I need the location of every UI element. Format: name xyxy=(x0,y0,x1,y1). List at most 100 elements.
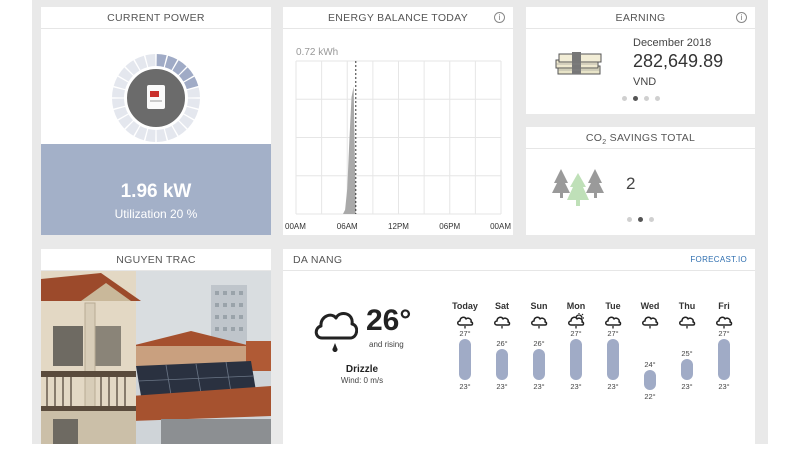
cloud-icon xyxy=(457,316,474,329)
gauge-segment xyxy=(145,129,156,142)
gauge-segment xyxy=(183,76,199,90)
pager-dot[interactable] xyxy=(649,217,654,222)
power-summary: 1.96 kW Utilization 20 % xyxy=(41,144,271,235)
gauge-segment xyxy=(179,67,194,82)
high-temperature: 27° xyxy=(718,329,730,338)
low-temperature: 23° xyxy=(718,381,730,391)
high-temperature: 26° xyxy=(533,339,545,349)
high-temperature: 26° xyxy=(496,339,508,349)
drizzle-icon xyxy=(314,311,358,352)
weather-widget: DA NANG FORECAST.IO 26° and rising Drizz… xyxy=(283,249,755,444)
energy-grid xyxy=(295,60,502,215)
forecast-day: Fri xyxy=(709,301,739,334)
temperature-range-bar xyxy=(607,339,619,380)
forecast-day: Thu xyxy=(672,301,702,334)
forecast-day: Wed xyxy=(635,301,665,334)
pager-dot[interactable] xyxy=(627,217,632,222)
gauge-segment xyxy=(172,121,187,136)
x-tick-label: 06AM xyxy=(337,222,358,231)
current-temperature: 26° xyxy=(366,304,412,337)
low-temperature: 23° xyxy=(533,381,545,391)
plant-name: NGUYEN TRAC xyxy=(41,249,271,271)
forecast-day: Today xyxy=(450,301,480,334)
forecast-day-name: Tue xyxy=(605,301,621,311)
x-tick-label: 00AM xyxy=(285,222,306,231)
money-stack-icon xyxy=(555,52,602,75)
gauge-segment xyxy=(118,67,133,82)
gauge-segment xyxy=(113,106,129,120)
co2-title-suffix: SAVINGS TOTAL xyxy=(606,132,696,144)
gauge-segment xyxy=(125,121,140,136)
pager-dot[interactable] xyxy=(621,96,627,101)
high-temperature: 27° xyxy=(570,329,582,338)
gauge-segment xyxy=(134,55,148,71)
forecast-day: Sun xyxy=(524,301,554,334)
current-power-title: CURRENT POWER xyxy=(41,7,271,29)
low-temperature: 22° xyxy=(644,392,656,401)
gauge-segment xyxy=(183,106,199,120)
gauge-segment xyxy=(156,129,167,142)
pager-dot[interactable] xyxy=(643,96,649,101)
gauge-segment xyxy=(187,98,200,109)
low-temperature: 23° xyxy=(459,381,471,391)
temperature-range-bar xyxy=(570,339,582,380)
high-temperature: 27° xyxy=(459,329,471,338)
gauge-segment xyxy=(125,60,140,75)
high-temperature: 24° xyxy=(644,359,656,369)
gauge-segment xyxy=(113,76,129,90)
earning-currency: VND xyxy=(633,76,657,88)
low-temperature: 23° xyxy=(681,381,693,391)
cloud-icon xyxy=(605,316,622,329)
gauge-segment xyxy=(145,54,156,67)
co2-pager xyxy=(526,209,755,227)
gauge-segment xyxy=(164,55,178,71)
pager-dot-active[interactable] xyxy=(632,96,638,101)
temperature-range-bar xyxy=(718,339,730,380)
energy-chart: 0.72 kWh 00AM 06AM 12PM 06PM 00AM xyxy=(285,47,511,231)
forecast-day-name: Today xyxy=(452,301,478,311)
energy-balance-title-text: ENERGY BALANCE TODAY xyxy=(327,12,469,24)
gauge-segment xyxy=(179,114,194,129)
temperature-range-bar xyxy=(681,359,693,380)
energy-y-label: 0.72 kWh xyxy=(296,47,338,58)
cloud-icon xyxy=(679,316,696,329)
co2-value: 2 xyxy=(626,174,636,193)
co2-title-sub: 2 xyxy=(602,139,607,147)
x-tick-label: 12PM xyxy=(388,222,409,231)
energy-balance-title: ENERGY BALANCE TODAY i xyxy=(283,7,513,29)
trees-icon xyxy=(552,169,604,206)
info-icon[interactable]: i xyxy=(494,12,505,23)
earning-title: EARNING i xyxy=(526,7,755,29)
gauge-segment xyxy=(156,54,167,67)
pager-dot-active[interactable] xyxy=(638,217,643,222)
inverter-gauge-icon xyxy=(112,54,200,142)
forecast-day-name: Thu xyxy=(678,301,696,311)
low-temperature: 23° xyxy=(570,381,582,391)
cloud-icon xyxy=(642,316,659,329)
info-icon[interactable]: i xyxy=(736,12,747,23)
earning-pager xyxy=(526,88,755,106)
temperature-range-bar xyxy=(459,339,471,380)
cloud-icon xyxy=(494,316,511,329)
temperature-range-bar xyxy=(644,369,656,390)
low-temperature: 23° xyxy=(607,381,619,391)
forecast-day-name: Sat xyxy=(494,301,509,311)
weather-location: DA NANG xyxy=(293,254,343,266)
co2-title-prefix: CO xyxy=(585,132,603,144)
earning-widget: EARNING i December 2018 282,649.89 VND xyxy=(526,7,755,114)
power-value: 1.96 kW xyxy=(120,181,192,202)
forecast-day-name: Mon xyxy=(566,301,586,311)
gauge-segment xyxy=(112,98,125,109)
forecast-day: Mon xyxy=(561,301,591,334)
forecast-link[interactable]: FORECAST.IO xyxy=(690,255,747,264)
weather-header: DA NANG FORECAST.IO xyxy=(283,249,755,271)
earning-date: December 2018 xyxy=(633,37,712,49)
co2-savings-widget: CO2 SAVINGS TOTAL 2 xyxy=(526,127,755,235)
cloud-icon xyxy=(716,316,733,329)
power-utilization: Utilization 20 % xyxy=(114,207,198,221)
earning-value: 282,649.89 xyxy=(633,51,724,71)
pager-dot[interactable] xyxy=(654,96,660,101)
partly-cloudy-icon xyxy=(568,313,585,329)
temperature-range-bar xyxy=(496,349,508,380)
co2-title: CO2 SAVINGS TOTAL xyxy=(526,127,755,149)
